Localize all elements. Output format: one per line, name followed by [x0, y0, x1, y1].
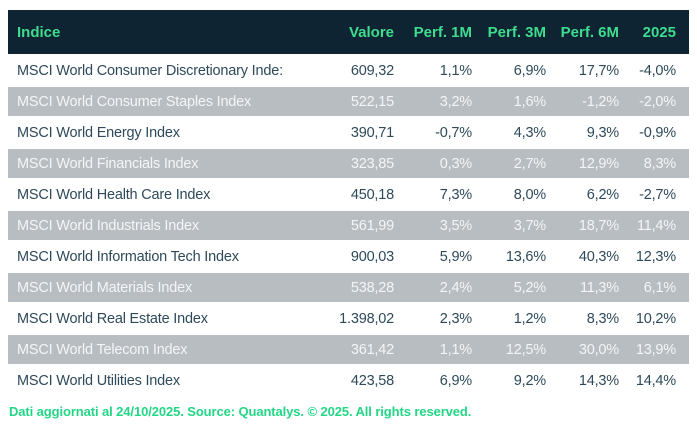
- perf-3m-cell: 5,2%: [513, 279, 546, 296]
- y2025-cell: 11,4%: [636, 217, 676, 234]
- perf-6m-cell: 11,3%: [579, 279, 619, 296]
- report-page: Indice Valore Perf. 1M Perf. 3M Perf. 6M…: [8, 10, 689, 419]
- perf-3m-cell: 6,9%: [513, 62, 546, 79]
- index-name-cell: MSCI World Materials Index: [17, 279, 193, 296]
- perf-1m-cell: 0,3%: [439, 155, 472, 172]
- column-header-indice: Indice: [17, 23, 61, 41]
- table-row: MSCI World Telecom Index 361,42 1,1% 12,5% 3…: [8, 335, 689, 366]
- perf-6m-cell: 18,7%: [578, 217, 619, 234]
- table-row: MSCI World Health Care Index 450,18 7,3% 8,…: [8, 180, 689, 211]
- perf-1m-cell: -0,7%: [435, 124, 472, 141]
- perf-3m-cell: 2,7%: [513, 155, 546, 172]
- table-row: MSCI World Consumer Staples Index 522,15 3…: [8, 87, 689, 118]
- perf-1m-cell: 1,1%: [439, 341, 472, 358]
- perf-6m-cell: 9,3%: [586, 124, 619, 141]
- index-performance-table: Indice Valore Perf. 1M Perf. 3M Perf. 6M…: [8, 10, 689, 397]
- valore-cell: 561,99: [350, 217, 394, 234]
- perf-1m-cell: 7,3%: [439, 186, 472, 203]
- y2025-cell: -2,7%: [639, 186, 676, 203]
- y2025-cell: -4,0%: [639, 62, 676, 79]
- y2025-cell: -2,0%: [639, 93, 676, 110]
- valore-cell: 1.398,02: [339, 310, 394, 327]
- valore-cell: 609,32: [350, 62, 394, 79]
- y2025-cell: 14,4%: [635, 372, 676, 389]
- column-header-perf-6m: Perf. 6M: [560, 23, 619, 41]
- perf-1m-cell: 6,9%: [439, 372, 472, 389]
- index-name-cell: MSCI World Utilities Index: [17, 372, 180, 389]
- y2025-cell: 8,3%: [643, 155, 676, 172]
- perf-3m-cell: 3,7%: [513, 217, 546, 234]
- valore-cell: 538,28: [350, 279, 394, 296]
- table-row: MSCI World Industrials Index 561,99 3,5% 3,…: [8, 211, 689, 242]
- perf-6m-cell: 17,7%: [578, 62, 619, 79]
- table-row: MSCI World Financials Index 323,85 0,3% 2,7…: [8, 149, 689, 180]
- table-row: MSCI World Information Tech Index 900,03 5…: [8, 242, 689, 273]
- perf-6m-cell: 12,9%: [578, 155, 619, 172]
- perf-3m-cell: 13,6%: [505, 248, 546, 265]
- index-name-cell: MSCI World Real Estate Index: [17, 310, 208, 327]
- valore-cell: 450,18: [350, 186, 394, 203]
- table-row: MSCI World Consumer Discretionary Inde: 6…: [8, 56, 689, 87]
- perf-3m-cell: 1,6%: [513, 93, 546, 110]
- perf-1m-cell: 1,1%: [439, 62, 472, 79]
- valore-cell: 900,03: [350, 248, 394, 265]
- valore-cell: 522,15: [350, 93, 394, 110]
- index-name-cell: MSCI World Information Tech Index: [17, 248, 239, 265]
- perf-3m-cell: 12,5%: [505, 341, 546, 358]
- perf-3m-cell: 1,2%: [513, 310, 546, 327]
- perf-6m-cell: 6,2%: [586, 186, 619, 203]
- perf-6m-cell: 14,3%: [578, 372, 619, 389]
- valore-cell: 390,71: [350, 124, 394, 141]
- y2025-cell: 12,3%: [635, 248, 676, 265]
- valore-cell: 361,42: [350, 341, 394, 358]
- perf-1m-cell: 3,2%: [439, 93, 472, 110]
- column-header-valore: Valore: [348, 23, 394, 41]
- index-name-cell: MSCI World Consumer Staples Index: [17, 93, 252, 110]
- perf-6m-cell: 8,3%: [586, 310, 619, 327]
- table-body: MSCI World Consumer Discretionary Inde: 6…: [8, 56, 689, 397]
- perf-6m-cell: -1,2%: [582, 93, 619, 110]
- table-row: MSCI World Energy Index 390,71 -0,7% 4,3% 9,…: [8, 118, 689, 149]
- valore-cell: 323,85: [350, 155, 394, 172]
- perf-3m-cell: 8,0%: [513, 186, 546, 203]
- perf-1m-cell: 2,3%: [439, 310, 472, 327]
- index-name-cell: MSCI World Telecom Index: [17, 341, 188, 358]
- footer-note: Dati aggiornati al 24/10/2025. Source: Q…: [9, 404, 472, 419]
- perf-6m-cell: 30,0%: [578, 341, 619, 358]
- perf-1m-cell: 3,5%: [439, 217, 472, 234]
- y2025-cell: -0,9%: [639, 124, 676, 141]
- perf-3m-cell: 9,2%: [513, 372, 546, 389]
- y2025-cell: 10,2%: [635, 310, 676, 327]
- perf-6m-cell: 40,3%: [578, 248, 619, 265]
- column-header-perf-3m: Perf. 3M: [487, 23, 546, 41]
- y2025-cell: 6,1%: [643, 279, 676, 296]
- perf-1m-cell: 5,9%: [439, 248, 472, 265]
- valore-cell: 423,58: [350, 372, 394, 389]
- index-name-cell: MSCI World Consumer Discretionary Inde:: [17, 62, 283, 79]
- column-header-2025: 2025: [642, 23, 676, 41]
- index-name-cell: MSCI World Health Care Index: [17, 186, 211, 203]
- y2025-cell: 13,9%: [635, 341, 676, 358]
- table-row: MSCI World Real Estate Index 1.398,02 2,3%…: [8, 304, 689, 335]
- index-name-cell: MSCI World Energy Index: [17, 124, 180, 141]
- perf-3m-cell: 4,3%: [513, 124, 546, 141]
- table-row: MSCI World Utilities Index 423,58 6,9% 9,2%…: [8, 366, 689, 397]
- column-header-perf-1m: Perf. 1M: [413, 23, 472, 41]
- table-row: MSCI World Materials Index 538,28 2,4% 5,2%…: [8, 273, 689, 304]
- index-name-cell: MSCI World Industrials Index: [17, 217, 199, 234]
- table-header-row: Indice Valore Perf. 1M Perf. 3M Perf. 6M…: [8, 10, 689, 56]
- perf-1m-cell: 2,4%: [439, 279, 472, 296]
- index-name-cell: MSCI World Financials Index: [17, 155, 199, 172]
